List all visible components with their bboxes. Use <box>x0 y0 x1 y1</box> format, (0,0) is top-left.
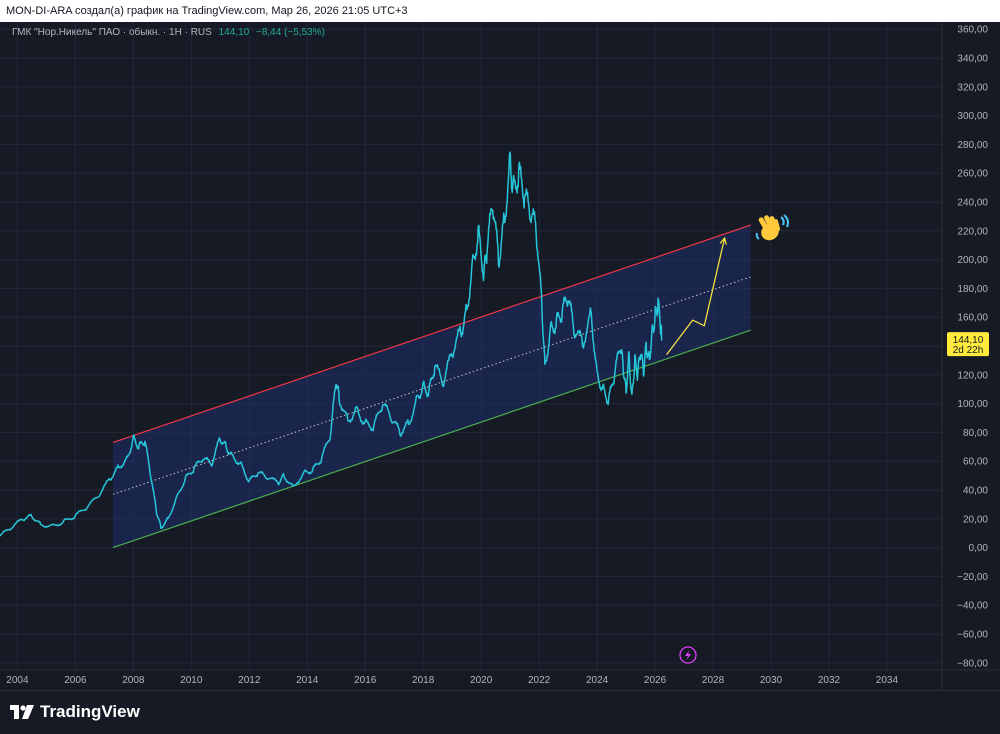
x-tick-label: 2014 <box>296 675 319 686</box>
y-tick-label: 160,00 <box>957 313 988 324</box>
y-tick-label: 120,00 <box>957 370 988 381</box>
y-tick-label: 20,00 <box>963 514 988 525</box>
x-tick-label: 2026 <box>644 675 667 686</box>
chart-header-title: MON-DI-ARA создал(а) график на TradingVi… <box>0 0 1000 22</box>
y-tick-label: 0,00 <box>969 543 989 554</box>
channel-upper-line[interactable] <box>112 224 751 444</box>
x-tick-label: 2020 <box>470 675 493 686</box>
x-tick-label: 2008 <box>122 675 145 686</box>
y-tick-label: 80,00 <box>963 428 988 439</box>
x-tick-label: 2018 <box>412 675 435 686</box>
y-tick-label: −60,00 <box>957 630 988 641</box>
price-chart[interactable]: 360,00 340,00 320,00 300,00 280,00 260,00 240,… <box>0 22 1000 690</box>
projection-path[interactable] <box>666 237 726 355</box>
bar-countdown-label: 2d 22h <box>953 345 984 356</box>
tradingview-logo-icon <box>10 705 34 719</box>
x-tick-label: 2012 <box>238 675 261 686</box>
x-tick-label: 2032 <box>818 675 841 686</box>
time-axis[interactable] <box>0 670 1000 690</box>
chart-area[interactable]: 360,00 340,00 320,00 300,00 280,00 260,00 240,… <box>0 22 1000 690</box>
x-tick-label: 2022 <box>528 675 551 686</box>
x-tick-label: 2016 <box>354 675 377 686</box>
y-tick-label: 200,00 <box>957 255 988 266</box>
x-tick-label: 2034 <box>876 675 899 686</box>
price-line[interactable] <box>0 151 663 537</box>
price-series <box>0 151 727 537</box>
y-tick-label: 320,00 <box>957 82 988 93</box>
x-tick-label: 2010 <box>180 675 203 686</box>
y-tick-label: 340,00 <box>957 54 988 65</box>
y-tick-label: 280,00 <box>957 140 988 151</box>
lightning-icon[interactable] <box>679 646 697 664</box>
y-tick-label: −80,00 <box>957 658 988 669</box>
symbol-info: ГМК "Нор.Никель" ПАО · обыкн. · 1H · RUS <box>12 27 212 38</box>
y-tick-label: −40,00 <box>957 601 988 612</box>
x-tick-label: 2028 <box>702 675 725 686</box>
y-tick-label: 180,00 <box>957 284 988 295</box>
y-tick-label: 300,00 <box>957 111 988 122</box>
channel-midline[interactable] <box>112 276 751 495</box>
y-tick-label: 100,00 <box>957 399 988 410</box>
waving-hand-icon <box>755 214 789 241</box>
y-tick-label: 360,00 <box>957 25 988 36</box>
y-tick-label: 40,00 <box>963 486 988 497</box>
last-price-badge <box>947 332 989 357</box>
x-tick-label: 2030 <box>760 675 783 686</box>
legend-price: 144,10 <box>218 27 250 38</box>
last-price-label: 144,10 <box>953 335 984 346</box>
symbol-legend: ГМК "Нор.Никель" ПАО · обыкн. · 1H · RUS… <box>12 27 325 38</box>
footer: TradingView <box>0 690 1000 734</box>
channel-fill <box>113 225 751 548</box>
y-tick-label: −20,00 <box>957 572 988 583</box>
y-tick-label: 60,00 <box>963 457 988 468</box>
x-tick-label: 2004 <box>6 675 29 686</box>
legend-change: −8,44 (−5,53%) <box>255 27 325 38</box>
price-badge: 144,10 2d 22h <box>947 332 989 357</box>
x-tick-label: 2006 <box>64 675 87 686</box>
y-tick-label: 220,00 <box>957 226 988 237</box>
x-tick-label: 2024 <box>586 675 609 686</box>
brand[interactable]: TradingView <box>10 702 140 722</box>
y-tick-label: 240,00 <box>957 198 988 209</box>
projection-arrowhead <box>719 236 727 245</box>
brand-name: TradingView <box>40 702 140 721</box>
y-tick-label: 260,00 <box>957 169 988 180</box>
